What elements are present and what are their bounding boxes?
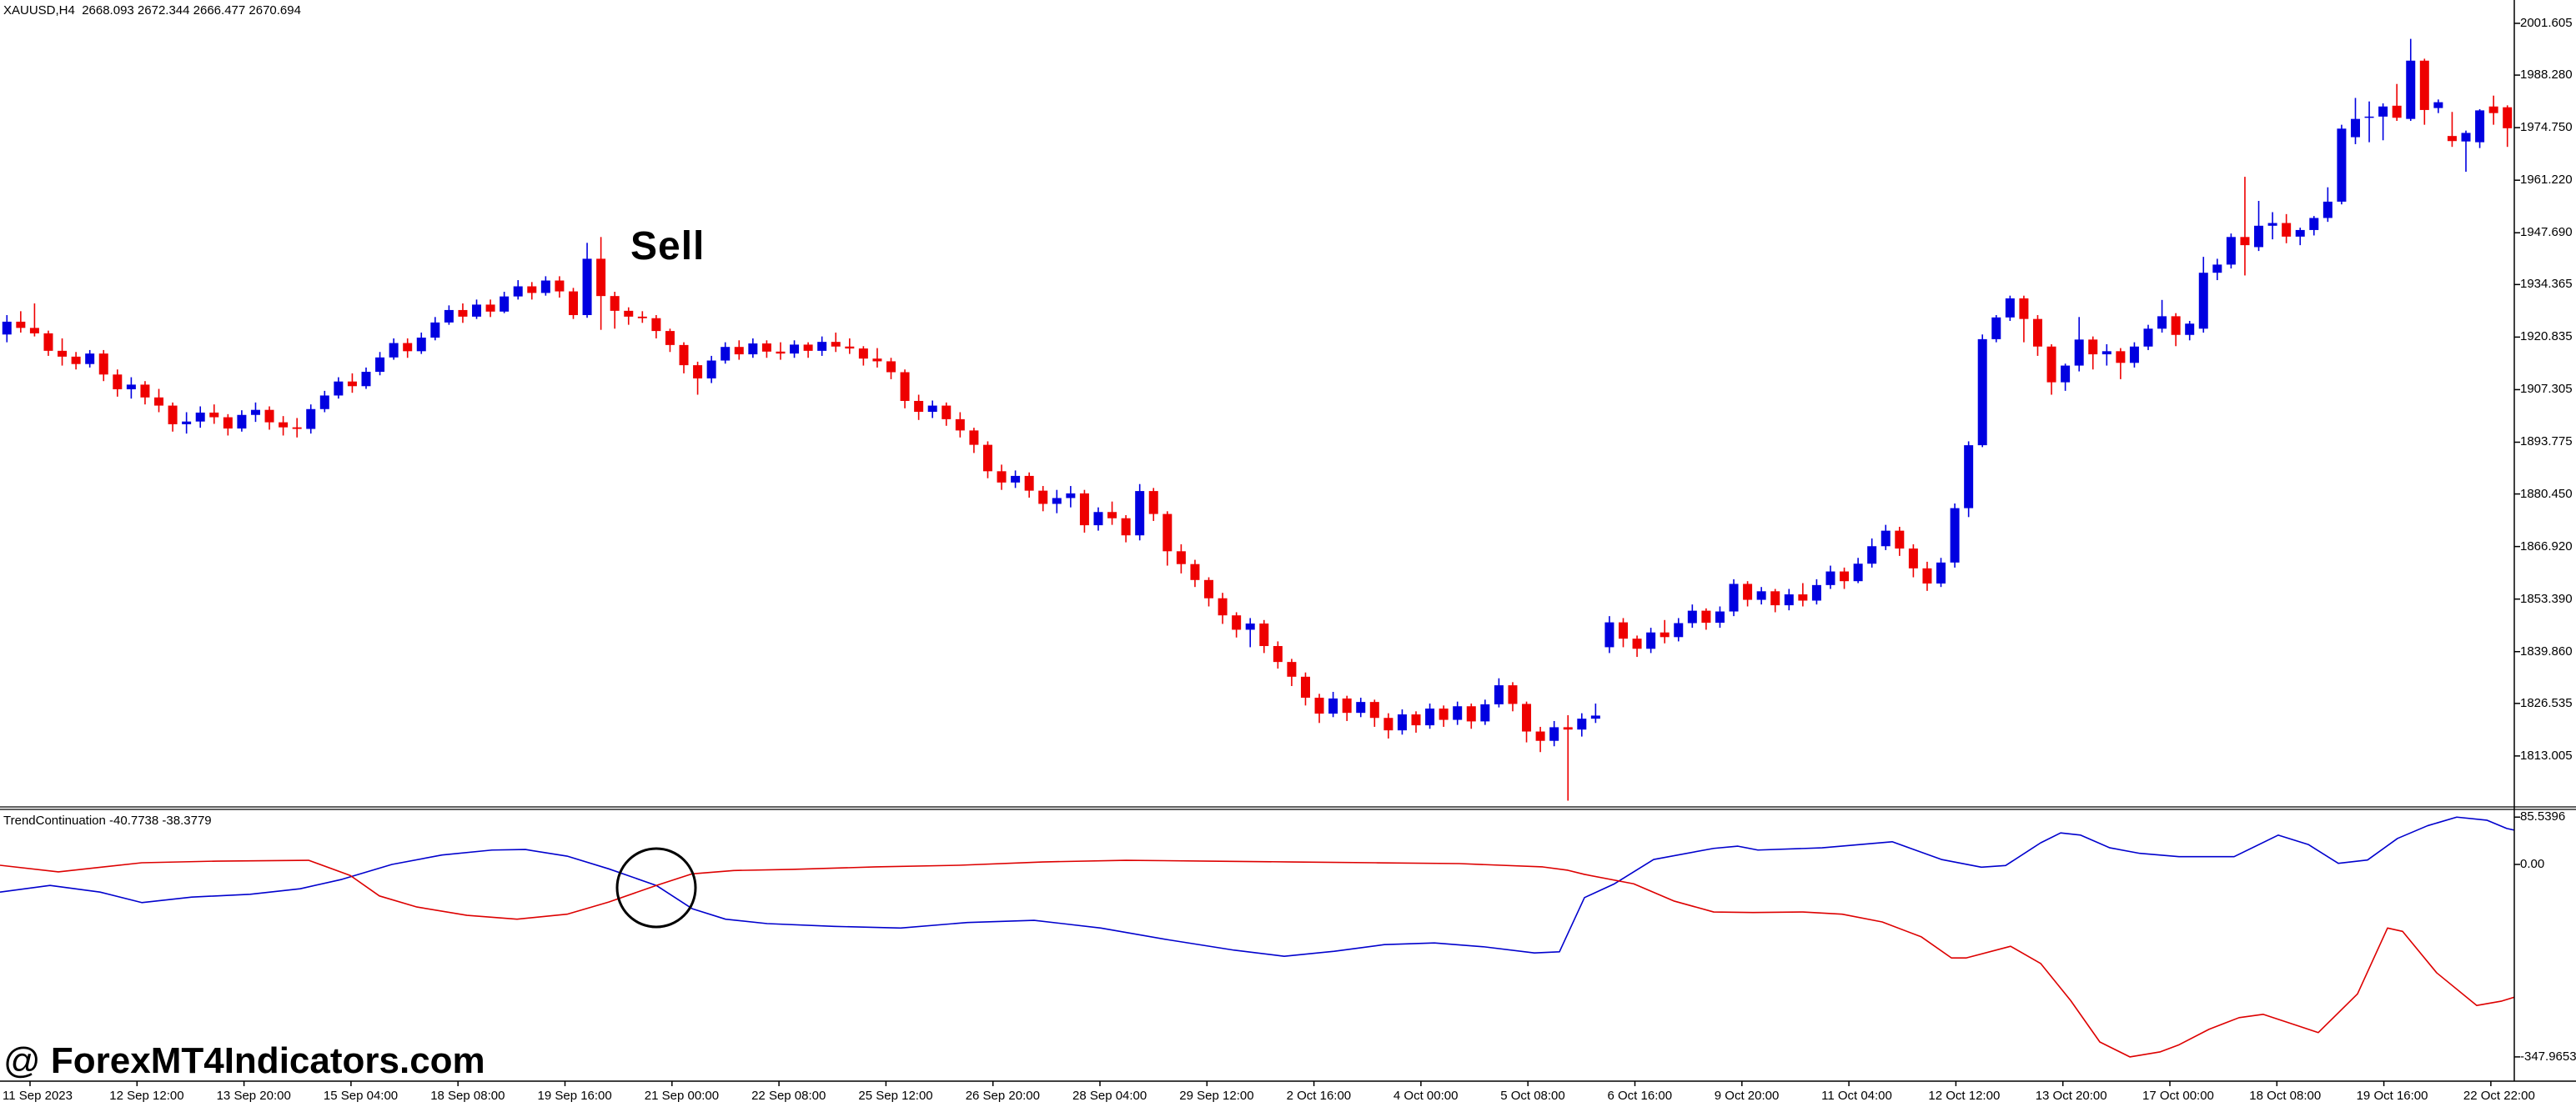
price-axis-label: 1920.835 [2520,329,2573,344]
time-axis-label: 5 Oct 08:00 [1500,1089,1565,1103]
price-axis-label: 1961.220 [2520,173,2573,188]
price-axis-label: 1853.390 [2520,591,2573,606]
price-axis-label: 1893.775 [2520,434,2573,449]
price-axis-label: 1988.280 [2520,68,2573,83]
indicator-title: TrendContinuation -40.7738 -38.3779 [3,814,212,828]
price-axis-label: 1839.860 [2520,644,2573,659]
time-axis-label: 4 Oct 00:00 [1393,1089,1459,1103]
time-axis-label: 13 Sep 20:00 [216,1089,291,1103]
price-axis-label: 1974.750 [2520,120,2573,135]
time-axis-label: 19 Sep 16:00 [537,1089,612,1103]
indicator-axis-label: -347.9653 [2520,1049,2576,1064]
time-axis-label: 19 Oct 16:00 [2356,1089,2428,1103]
watermark: @ ForexMT4Indicators.com [3,1040,485,1082]
blue-line [0,816,2514,957]
red-line [0,859,2514,1058]
chart-symbol-title: XAUUSD,H4 2668.093 2672.344 2666.477 267… [3,3,301,18]
sell-annotation: Sell [630,224,706,268]
time-axis-label: 22 Oct 22:00 [2463,1089,2535,1103]
time-axis-label: 21 Sep 00:00 [644,1089,720,1103]
price-axis-label: 1826.535 [2520,695,2573,710]
time-axis-label: 11 Oct 04:00 [1821,1089,1892,1103]
time-axis-label: 12 Sep 12:00 [109,1089,184,1103]
indicator-axis-label: 0.00 [2520,857,2545,871]
time-axis-label: 17 Oct 00:00 [2142,1089,2214,1103]
price-axis-label: 2001.605 [2520,16,2573,30]
time-axis-label: 2 Oct 16:00 [1286,1089,1352,1103]
time-axis-label: 12 Oct 12:00 [1928,1089,2001,1103]
price-axis-label: 1907.305 [2520,382,2573,397]
time-axis-label: 11 Sep 2023 [3,1089,73,1103]
time-axis-label: 15 Sep 04:00 [323,1089,399,1103]
candles-layer [2,38,2513,801]
time-axis-label: 25 Sep 12:00 [858,1089,933,1103]
time-axis-label: 22 Sep 08:00 [751,1089,826,1103]
price-axis-label: 1880.450 [2520,486,2573,501]
signal-circle-annotation [615,847,697,929]
time-axis-label: 18 Oct 08:00 [2249,1089,2322,1103]
indicator-lines-layer [0,816,2514,1058]
watermark-text: ForexMT4Indicators.com [50,1040,485,1081]
time-axis-label: 28 Sep 04:00 [1072,1089,1147,1103]
price-axis-label: 1866.920 [2520,538,2573,554]
time-axis-label: 18 Sep 08:00 [430,1089,505,1103]
price-axis-label: 1813.005 [2520,748,2573,763]
time-axis-label: 29 Sep 12:00 [1179,1089,1254,1103]
time-axis-label: 9 Oct 20:00 [1714,1089,1780,1103]
indicator-axis-label: 85.5396 [2520,809,2566,824]
price-axis-label: 1934.365 [2520,277,2573,292]
time-axis-label: 26 Sep 20:00 [965,1089,1040,1103]
time-axis-label: 6 Oct 16:00 [1607,1089,1673,1103]
watermark-at-sign: @ [3,1040,51,1081]
time-axis-label: 13 Oct 20:00 [2035,1089,2107,1103]
price-axis-label: 1947.690 [2520,225,2573,240]
